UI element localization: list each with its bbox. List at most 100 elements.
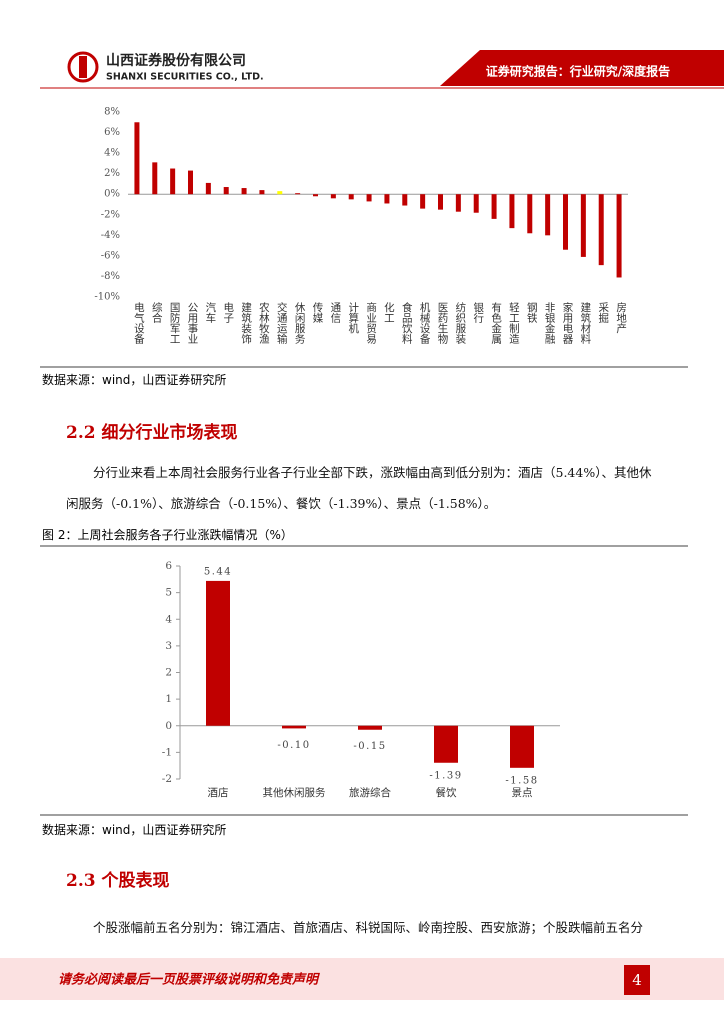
bar [223, 187, 229, 195]
x-tick-label: 国防军工 [169, 302, 181, 344]
y-tick-label: 8% [104, 107, 120, 118]
bar [259, 190, 265, 195]
company-name: 山西证券股份有限公司 [106, 52, 246, 69]
section-heading: 2.2 细分行业市场表现 [66, 423, 238, 443]
y-tick-label: -6% [101, 250, 120, 261]
disclaimer: 请务必阅读最后一页股票评级说明和免责声明 [58, 972, 320, 988]
x-tick-label: 计算机 [347, 301, 359, 334]
y-tick-label: -2% [101, 209, 120, 220]
x-tick-label: 有色金属 [490, 301, 502, 345]
x-tick-label: 交通运输 [276, 301, 288, 345]
y-tick-label: 6 [165, 560, 172, 572]
y-tick-label: 4% [104, 148, 120, 159]
bar [420, 194, 426, 209]
bar [545, 194, 551, 236]
x-tick-label: 农林牧渔 [258, 301, 270, 345]
x-tick-label: 医药生物 [437, 302, 449, 345]
x-tick-label: 公用事业 [187, 302, 199, 344]
bar [491, 194, 497, 219]
bar [188, 170, 193, 195]
bar [509, 194, 515, 229]
bar [455, 194, 461, 212]
x-tick-label: 钢铁 [526, 301, 538, 324]
bar [598, 194, 604, 266]
x-tick-label: 银行 [472, 301, 484, 324]
figure-title: 图 2：上周社会服务各子行业涨跌幅情况（%） [42, 528, 293, 542]
x-tick-label: 旅游综合 [349, 786, 391, 799]
x-tick-label: 采掘 [597, 302, 609, 324]
bar [295, 193, 301, 195]
x-tick-label: 食品饮料 [401, 301, 413, 345]
logo [67, 51, 99, 83]
x-tick-label: 房地产 [615, 301, 627, 334]
value-label: -1.58 [505, 775, 538, 786]
bar [434, 725, 458, 763]
source: 数据来源：wind，山西证券研究所 [42, 373, 227, 387]
bar [348, 194, 354, 200]
x-tick-label: 电子 [222, 301, 234, 323]
bar [206, 580, 230, 726]
x-tick-label: 电气设备 [133, 301, 145, 345]
source: 数据来源：wind，山西证券研究所 [42, 823, 227, 837]
footer-band [0, 958, 724, 1000]
x-tick-label: 餐饮 [436, 786, 457, 799]
section-heading: 2.3 个股表现 [66, 871, 170, 891]
bar [330, 194, 336, 199]
bar [510, 725, 534, 768]
y-tick-label: 4 [165, 613, 172, 625]
paragraph: 分行业来看上本周社会服务行业各子行业全部下跌，涨跌幅由高到低分别为：酒店（5.4… [66, 465, 652, 511]
bar [358, 725, 382, 730]
y-tick-label: -1 [162, 746, 172, 758]
bar [277, 191, 283, 195]
header-banner [440, 50, 724, 86]
bar [366, 194, 372, 202]
logo-mark [79, 56, 87, 78]
y-tick-label: 2 [165, 667, 172, 679]
x-tick-label: 建筑装饰 [240, 301, 252, 345]
y-tick-label: 6% [104, 127, 120, 138]
bar [313, 194, 318, 197]
x-tick-label: 机械设备 [419, 301, 431, 345]
x-tick-label: 景点 [512, 787, 533, 799]
x-tick-label: 酒店 [208, 786, 229, 799]
bar [563, 194, 568, 250]
bar [170, 168, 176, 195]
bar [241, 188, 247, 195]
bar [152, 162, 158, 195]
y-tick-label: 2% [104, 168, 120, 179]
y-tick-label: -4% [101, 230, 120, 241]
bar [384, 194, 390, 204]
bar [402, 194, 408, 206]
x-tick-label: 汽车 [204, 301, 216, 324]
y-tick-label: -8% [101, 271, 120, 282]
y-tick-label: 1 [165, 693, 172, 705]
y-tick-label: 0% [104, 189, 120, 200]
x-tick-label: 家用电器 [562, 301, 574, 345]
bar [205, 182, 211, 195]
bar [616, 194, 622, 278]
x-tick-label: 传媒 [312, 302, 324, 324]
value-label: -1.39 [429, 770, 462, 781]
company-en: SHANXI SECURITIES CO., LTD. [106, 72, 264, 83]
x-tick-label: 建筑材料 [579, 301, 591, 345]
value-label: -0.15 [353, 741, 386, 752]
report-type: 证券研究报告：行业研究/深度报告 [486, 64, 670, 79]
x-tick-label: 纺织服装 [454, 301, 466, 345]
bar [134, 122, 140, 195]
x-tick-label: 化工 [383, 301, 395, 323]
y-tick-label: 3 [165, 640, 172, 652]
x-tick-label: 其他休闲服务 [263, 786, 326, 799]
y-tick-label: 0 [165, 720, 172, 732]
value-label: 5.44 [204, 566, 232, 577]
bar [580, 194, 586, 257]
y-tick-label: 5 [165, 587, 172, 599]
x-tick-label: 通信 [329, 302, 341, 324]
bar [527, 194, 533, 234]
bar [282, 725, 306, 729]
page-number: 4 [632, 971, 642, 989]
y-tick-label: -2 [162, 773, 172, 785]
bar [473, 194, 479, 213]
bar [438, 194, 443, 210]
